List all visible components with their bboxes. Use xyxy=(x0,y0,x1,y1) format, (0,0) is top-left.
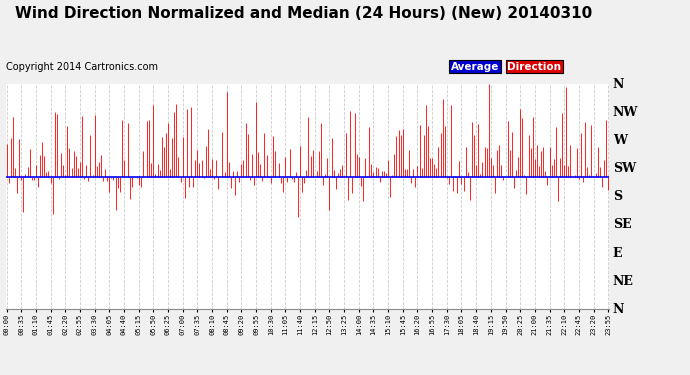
Text: W: W xyxy=(613,134,627,147)
Text: N: N xyxy=(613,303,624,316)
Text: Direction: Direction xyxy=(507,62,561,72)
Text: N: N xyxy=(613,78,624,91)
Text: E: E xyxy=(613,247,622,259)
Text: SW: SW xyxy=(613,162,636,175)
Text: Average: Average xyxy=(451,62,499,72)
Text: S: S xyxy=(613,190,622,203)
Text: NW: NW xyxy=(613,106,638,119)
Text: NE: NE xyxy=(613,275,633,288)
Text: Copyright 2014 Cartronics.com: Copyright 2014 Cartronics.com xyxy=(6,62,157,72)
Text: SE: SE xyxy=(613,219,631,231)
Text: Wind Direction Normalized and Median (24 Hours) (New) 20140310: Wind Direction Normalized and Median (24… xyxy=(15,6,592,21)
